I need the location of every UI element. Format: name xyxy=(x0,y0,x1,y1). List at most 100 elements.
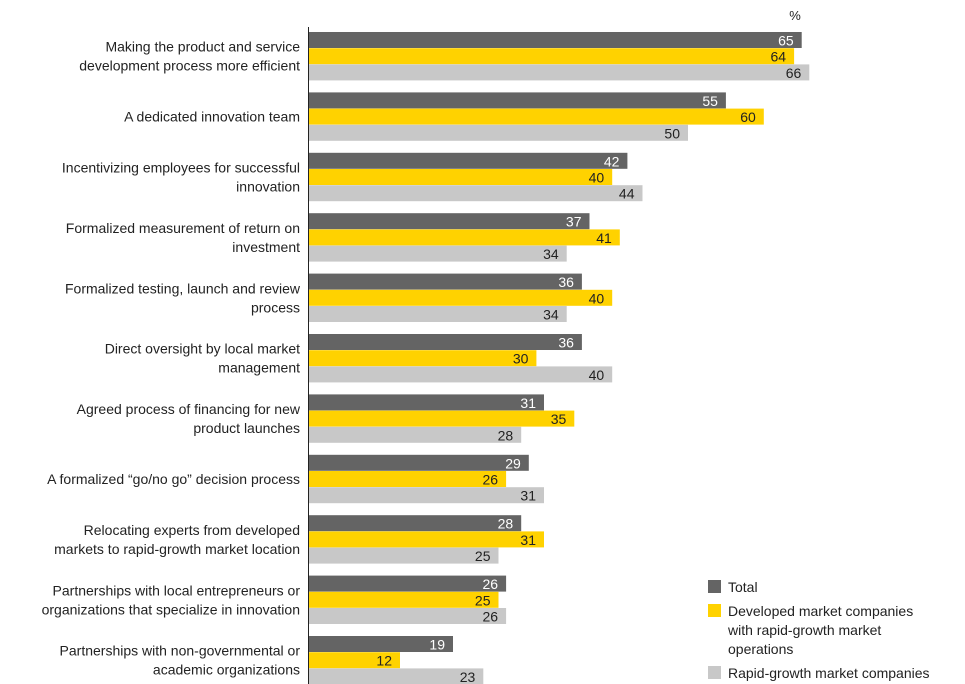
bar xyxy=(309,64,810,81)
bar-value-label: 37 xyxy=(566,214,582,230)
bar xyxy=(309,531,544,548)
category-label-line: innovation xyxy=(236,179,300,195)
bar xyxy=(309,366,613,383)
bar-value-label: 12 xyxy=(376,653,392,669)
legend-swatch xyxy=(708,604,721,617)
bar-value-label: 19 xyxy=(429,637,445,653)
category-label: Formalized testing, launch and review pro… xyxy=(65,280,301,315)
category-label-line: management xyxy=(218,360,300,376)
bar xyxy=(309,350,537,367)
value-labels: 6564665560504240443741343640343630403135… xyxy=(376,33,801,684)
bar-value-label: 36 xyxy=(558,274,574,290)
category-label: Agreed process of financing for new produ… xyxy=(77,401,301,436)
bar xyxy=(309,410,575,427)
category-label: Direct oversight by local market manageme… xyxy=(105,341,300,376)
bar xyxy=(309,124,688,141)
bar-value-label: 26 xyxy=(483,472,499,488)
category-label-line: Making the product and service xyxy=(105,39,300,55)
bar-value-label: 41 xyxy=(596,230,612,246)
bar xyxy=(309,608,507,624)
bar xyxy=(309,515,522,532)
category-label-line: Relocating experts from developed xyxy=(84,522,300,538)
bar xyxy=(309,92,726,109)
bar-value-label: 55 xyxy=(702,93,718,109)
category-label-line: Partnerships with non-governmental or xyxy=(60,643,301,659)
bar-value-label: 66 xyxy=(786,65,802,81)
category-label-line: Formalized testing, launch and review xyxy=(65,280,301,296)
bar xyxy=(309,185,643,202)
bar-value-label: 36 xyxy=(558,335,574,351)
bar-value-label: 31 xyxy=(520,395,536,411)
category-label-line: organizations that specialize in innovat… xyxy=(42,601,300,617)
bar-value-label: 40 xyxy=(589,290,605,306)
bar xyxy=(309,426,522,443)
category-label: Relocating experts from developed markets… xyxy=(54,522,300,557)
category-label: Formalized measurement of return on inves… xyxy=(66,220,300,255)
bar-value-label: 28 xyxy=(498,516,514,532)
category-label-line: investment xyxy=(232,239,300,255)
bar-value-label: 31 xyxy=(520,488,536,504)
bars xyxy=(309,32,810,684)
bar xyxy=(309,32,802,48)
category-label-line: development process more efficient xyxy=(79,58,300,74)
category-label: A formalized “go/no go” decision process xyxy=(47,471,300,487)
bar xyxy=(309,289,613,306)
category-label-line: academic organizations xyxy=(153,662,300,678)
bar-value-label: 40 xyxy=(589,367,605,383)
unit-label: % xyxy=(789,8,801,23)
bar-value-label: 30 xyxy=(513,351,529,367)
category-label: Making the product and service developmen… xyxy=(79,39,300,74)
legend-label: Rapid-growth market companies xyxy=(728,665,930,681)
bar-value-label: 26 xyxy=(483,576,499,592)
bar xyxy=(309,487,544,504)
category-label: Incentivizing employees for successful in… xyxy=(62,160,300,195)
category-label-line: Agreed process of financing for new xyxy=(77,401,301,417)
bar-value-label: 29 xyxy=(505,455,521,471)
bar xyxy=(309,591,499,608)
legend-label: with rapid-growth market xyxy=(727,622,881,638)
category-label-line: Direct oversight by local market xyxy=(105,341,300,357)
category-label-line: process xyxy=(251,299,300,315)
legend-swatch xyxy=(708,580,721,593)
bar-value-label: 23 xyxy=(460,669,476,684)
bar-value-label: 34 xyxy=(543,307,559,323)
legend-label: operations xyxy=(728,641,793,657)
bar-value-label: 31 xyxy=(520,532,536,548)
category-label-line: Incentivizing employees for successful xyxy=(62,160,300,176)
bar-value-label: 50 xyxy=(664,125,680,141)
bar-value-label: 35 xyxy=(551,411,567,427)
legend-label: Developed market companies xyxy=(728,603,913,619)
bar xyxy=(309,454,529,471)
legend-swatch xyxy=(708,666,721,679)
bar-value-label: 60 xyxy=(740,109,756,125)
category-label: Partnerships with non-governmental or aca… xyxy=(60,643,301,678)
bar xyxy=(309,169,613,185)
bar-value-label: 40 xyxy=(589,170,605,186)
category-label-line: Partnerships with local entrepreneurs or xyxy=(53,582,301,598)
bar xyxy=(309,229,620,246)
bar xyxy=(309,636,453,652)
bar-value-label: 64 xyxy=(771,49,787,65)
bar xyxy=(309,245,567,262)
bar xyxy=(309,668,484,684)
bar-value-label: 25 xyxy=(475,592,491,608)
bar-value-label: 26 xyxy=(483,609,499,625)
bar-value-label: 25 xyxy=(475,548,491,564)
category-label: A dedicated innovation team xyxy=(124,109,300,125)
category-labels: Making the product and service developmen… xyxy=(42,39,301,678)
bar xyxy=(309,394,544,411)
bar xyxy=(309,213,590,230)
bar xyxy=(309,306,567,322)
category-label-line: product launches xyxy=(193,420,300,436)
category-label-line: Formalized measurement of return on xyxy=(66,220,300,236)
bar-value-label: 42 xyxy=(604,153,620,169)
category-label-line: markets to rapid-growth market location xyxy=(54,541,300,557)
bar-value-label: 65 xyxy=(778,33,794,49)
bar-value-label: 34 xyxy=(543,246,559,262)
bar xyxy=(309,652,400,669)
bar-value-label: 44 xyxy=(619,186,635,202)
bar xyxy=(309,273,582,290)
legend: Total Developed market companies with rapi… xyxy=(708,579,930,681)
bar xyxy=(309,471,507,487)
bar xyxy=(309,48,795,65)
